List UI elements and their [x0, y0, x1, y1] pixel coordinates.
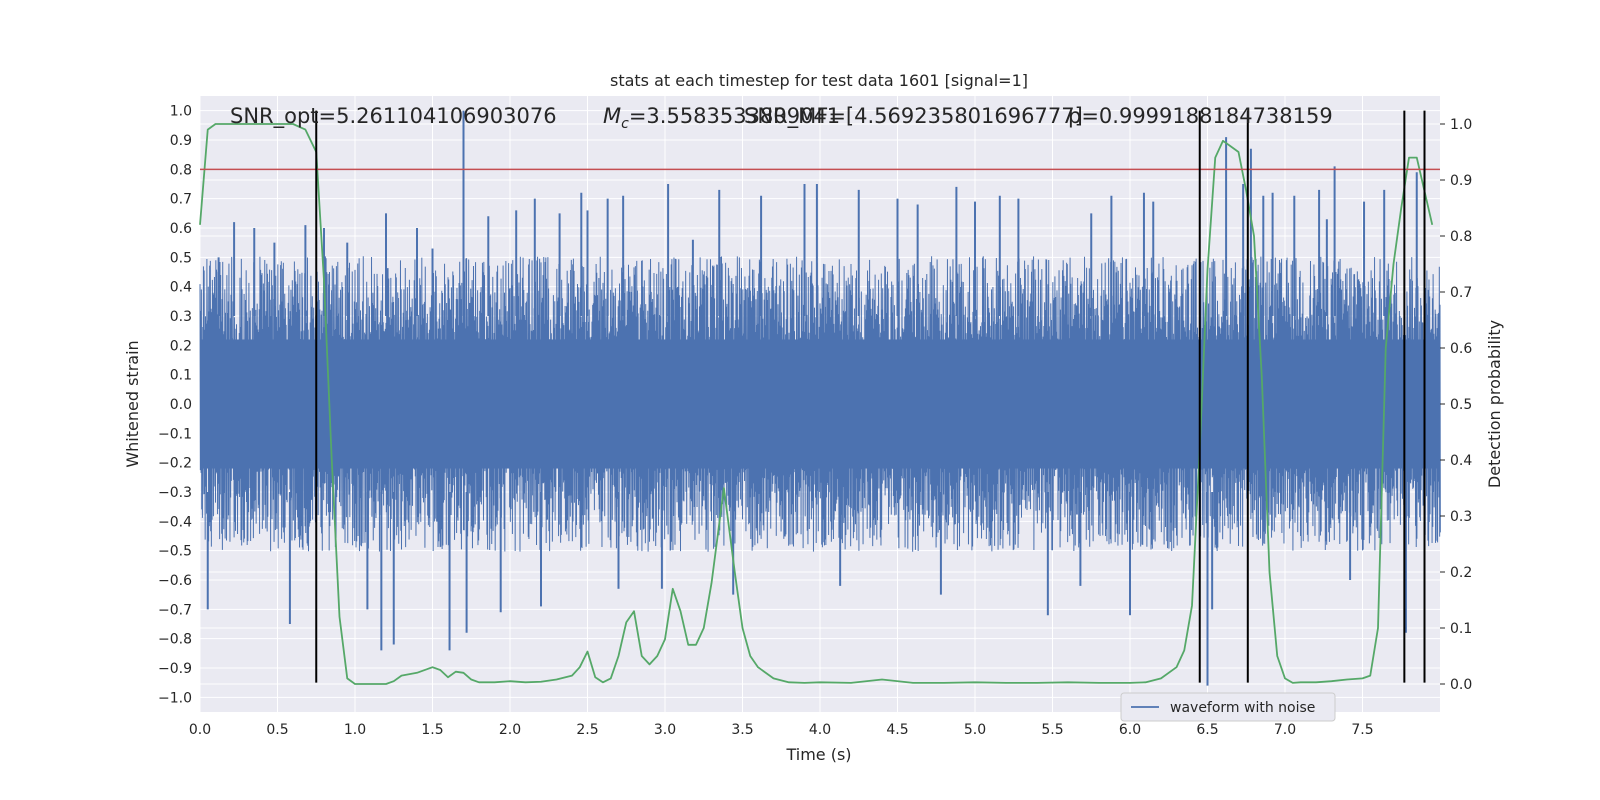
- y-right-tick-label: 0.9: [1450, 173, 1472, 189]
- y-tick-label: −0.9: [158, 661, 192, 677]
- y-tick-label: 0.8: [170, 162, 192, 178]
- waveform-core: [200, 339, 1440, 469]
- x-axis-ticks: 0.0 0.5 1.0 1.5 2.0 2.5 3.0 3.5 4.0 4.5 5.0 5.5 6.0 6…: [189, 722, 1374, 738]
- y-axis-right-ticks: 0.0 0.1 0.2 0.3 0.4 0.5 0.6 0.7 0.8 0.9 1.0: [1440, 117, 1472, 693]
- annotation-chirp-mass: Mc=3.5583533809041: [603, 104, 840, 132]
- x-tick-label: 1.5: [421, 722, 443, 738]
- legend: waveform with noise: [1120, 692, 1336, 722]
- y-right-tick-label: 0.0: [1450, 677, 1472, 693]
- annotation-snr-opt: SNR_opt=5.261104106903076: [230, 104, 557, 129]
- x-tick-label: 6.5: [1196, 722, 1218, 738]
- y-tick-label: 0.2: [170, 338, 192, 354]
- y-axis-right-label: Detection probability: [1485, 320, 1504, 488]
- y-tick-label: −1.0: [158, 690, 192, 706]
- y-axis-left-ticks: −1.0 −0.9 −0.8 −0.7 −0.6 −0.5 −0.4 −0.3 −0.2 −0.1…: [158, 104, 192, 707]
- y-tick-label: 0.5: [170, 250, 192, 266]
- x-tick-label: 1.0: [344, 722, 366, 738]
- x-axis-label: Time (s): [785, 745, 851, 764]
- y-tick-label: 0.3: [170, 309, 192, 325]
- reference-lines: [200, 110, 1440, 683]
- annotation-pval: p=0.9999188184738159: [1068, 104, 1333, 128]
- y-tick-label: 1.0: [170, 104, 192, 120]
- x-tick-label: 2.0: [499, 722, 521, 738]
- y-tick-label: 0.1: [170, 368, 192, 384]
- x-tick-label: 7.5: [1351, 722, 1373, 738]
- y-tick-label: −0.6: [158, 573, 192, 589]
- x-tick-label: 4.0: [809, 722, 831, 738]
- y-right-tick-label: 1.0: [1450, 117, 1472, 133]
- x-tick-label: 3.0: [654, 722, 676, 738]
- y-right-tick-label: 0.3: [1450, 509, 1472, 525]
- x-tick-label: 6.0: [1119, 722, 1141, 738]
- probability-series: [199, 123, 1434, 685]
- y-tick-label: 0.7: [170, 192, 192, 208]
- y-tick-label: −0.8: [158, 632, 192, 648]
- legend-label: waveform with noise: [1170, 700, 1315, 716]
- y-right-tick-label: 0.2: [1450, 565, 1472, 581]
- chart-title: stats at each timestep for test data 160…: [610, 71, 1028, 90]
- y-right-tick-label: 0.6: [1450, 341, 1472, 357]
- y-tick-label: −0.2: [158, 456, 192, 472]
- y-tick-label: 0.9: [170, 133, 192, 149]
- y-right-tick-label: 0.8: [1450, 229, 1472, 245]
- x-tick-label: 0.5: [266, 722, 288, 738]
- probability-line: [199, 123, 1434, 685]
- x-tick-label: 7.0: [1274, 722, 1296, 738]
- y-right-tick-label: 0.5: [1450, 397, 1472, 413]
- waveform-series: [199, 110, 1441, 686]
- annotation-snr-mf: SNR_MF=[4.569235801696777]: [744, 104, 1083, 129]
- y-tick-label: 0.6: [170, 221, 192, 237]
- y-right-tick-label: 0.1: [1450, 621, 1472, 637]
- y-tick-label: −0.5: [158, 544, 192, 560]
- y-tick-label: −0.7: [158, 602, 192, 618]
- x-tick-label: 0.0: [189, 722, 211, 738]
- x-tick-label: 4.5: [886, 722, 908, 738]
- y-right-tick-label: 0.4: [1450, 453, 1472, 469]
- y-tick-label: −0.1: [158, 426, 192, 442]
- y-right-tick-label: 0.7: [1450, 285, 1472, 301]
- x-tick-label: 5.5: [1041, 722, 1063, 738]
- legend-box: [1120, 692, 1336, 722]
- y-tick-label: −0.3: [158, 485, 192, 501]
- y-axis-left-label: Whitened strain: [123, 340, 142, 467]
- y-tick-label: 0.0: [170, 397, 192, 413]
- x-tick-label: 3.5: [731, 722, 753, 738]
- y-tick-label: −0.4: [158, 514, 192, 530]
- x-tick-label: 2.5: [576, 722, 598, 738]
- y-tick-label: 0.4: [170, 280, 192, 296]
- x-tick-label: 5.0: [964, 722, 986, 738]
